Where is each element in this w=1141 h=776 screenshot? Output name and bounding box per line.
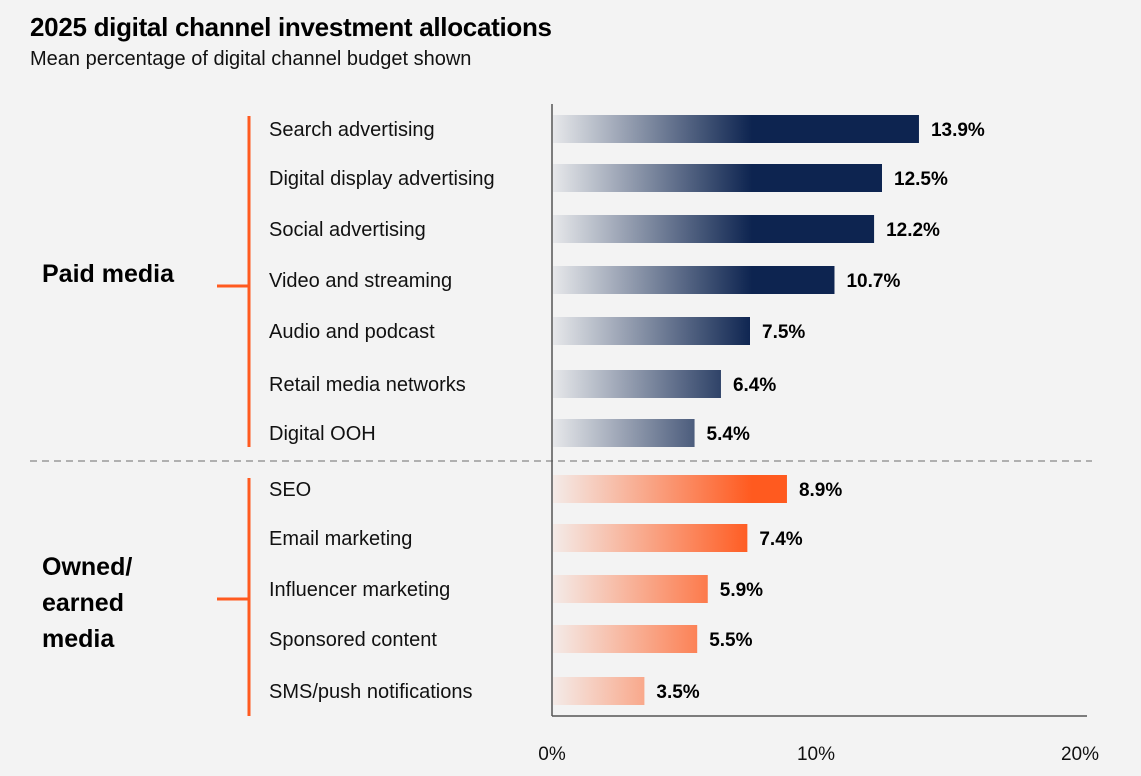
- group-label: Owned/: [42, 553, 132, 581]
- x-tick-label: 0%: [538, 744, 566, 765]
- chart-subtitle: Mean percentage of digital channel budge…: [30, 48, 472, 70]
- bar-owned-2: [553, 524, 748, 552]
- x-tick-label: 20%: [1061, 744, 1099, 765]
- bar-owned-1: [553, 475, 787, 503]
- chart-title: 2025 digital channel investment allocati…: [30, 12, 552, 42]
- value-label: 5.5%: [709, 630, 752, 651]
- value-label: 7.4%: [759, 529, 802, 550]
- category-label: Social advertising: [269, 219, 426, 241]
- category-label: Retail media networks: [269, 374, 466, 396]
- bar-paid-4: [553, 266, 835, 294]
- bar-paid-5: [553, 317, 750, 345]
- value-label: 10.7%: [846, 271, 900, 292]
- value-label: 8.9%: [799, 480, 842, 501]
- category-label: Email marketing: [269, 528, 412, 550]
- value-label: 13.9%: [931, 120, 985, 141]
- category-label: Video and streaming: [269, 270, 452, 292]
- bar-owned-3: [553, 575, 708, 603]
- value-label: 5.9%: [720, 580, 763, 601]
- group-label: earned: [42, 589, 124, 617]
- bar-owned-4: [553, 625, 698, 653]
- category-label: Influencer marketing: [269, 579, 450, 601]
- bar-paid-7: [553, 419, 695, 447]
- value-label: 7.5%: [762, 322, 805, 343]
- bar-paid-3: [553, 215, 875, 243]
- value-label: 6.4%: [733, 375, 776, 396]
- bar-paid-2: [553, 164, 882, 192]
- bar-paid-1: [553, 115, 919, 143]
- value-label: 5.4%: [707, 424, 750, 445]
- group-label: media: [42, 625, 115, 653]
- category-label: Audio and podcast: [269, 321, 435, 343]
- category-label: Search advertising: [269, 119, 435, 141]
- value-label: 3.5%: [656, 682, 699, 703]
- category-label: SMS/push notifications: [269, 681, 472, 703]
- category-label: Sponsored content: [269, 629, 437, 651]
- value-label: 12.5%: [894, 169, 948, 190]
- group-label: Paid media: [42, 260, 175, 288]
- bar-owned-5: [553, 677, 645, 705]
- category-label: Digital OOH: [269, 423, 376, 445]
- bar-paid-6: [553, 370, 721, 398]
- category-label: SEO: [269, 479, 311, 501]
- x-tick-label: 10%: [797, 744, 835, 765]
- category-label: Digital display advertising: [269, 168, 495, 190]
- value-label: 12.2%: [886, 220, 940, 241]
